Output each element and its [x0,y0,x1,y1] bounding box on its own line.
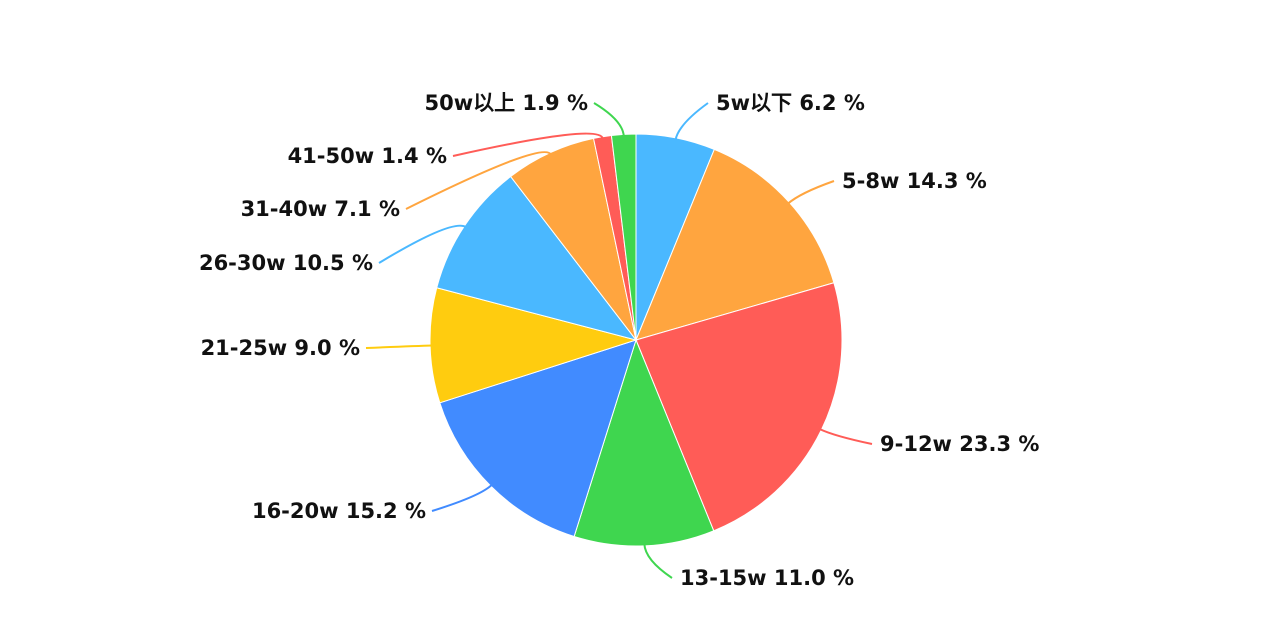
data-label-41-50w: 41-50w 1.4 % [288,144,447,168]
data-label-31-40w: 31-40w 7.1 % [241,197,400,221]
data-label-5-8w: 5-8w 14.3 % [842,169,987,193]
leader-line-9-12w [819,428,873,445]
leader-line-13-15w [643,543,673,579]
labels-layer: 5w以下 6.2 % 5-8w 14.3 % 9-12w 23.3 % 13-15w … [199,91,1039,590]
leader-line-21-25w [365,344,433,349]
leader-line-31-40w [405,151,552,210]
data-label-9-12w: 9-12w 23.3 % [880,432,1039,456]
data-label-50w-over: 50w以上 1.9 % [425,91,589,115]
data-label-26-30w: 26-30w 10.5 % [199,251,373,275]
data-label-16-20w: 16-20w 15.2 % [252,499,426,523]
data-label-21-25w: 21-25w 9.0 % [201,336,360,360]
leader-line-50w-over [593,102,625,137]
leader-line-26-30w [378,224,467,264]
leader-line-5w-under [674,102,709,141]
slices-layer [429,133,843,547]
leader-lines-layer [365,102,873,579]
data-label-5w-under: 5w以下 6.2 % [716,91,865,115]
leader-line-41-50w [452,132,604,157]
leader-line-5-8w [787,180,835,205]
data-label-13-15w: 13-15w 11.0 % [680,566,854,590]
leader-line-16-20w [431,483,493,512]
